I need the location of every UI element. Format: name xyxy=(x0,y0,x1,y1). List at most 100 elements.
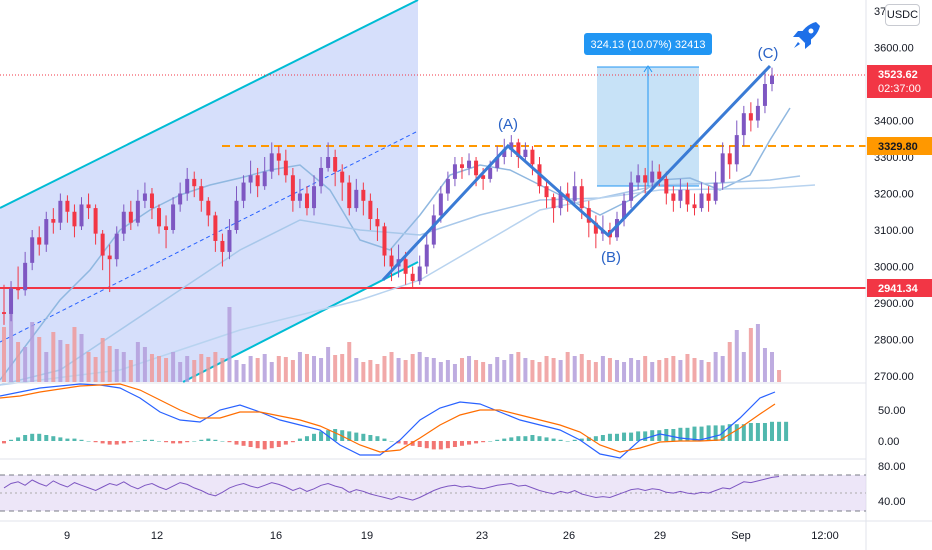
macd-histogram-bar xyxy=(283,441,288,445)
volume-bar xyxy=(23,347,28,382)
macd-histogram-bar xyxy=(185,441,190,443)
candle xyxy=(297,178,302,209)
macd-histogram-bar xyxy=(290,441,295,443)
volume-bar xyxy=(403,360,408,382)
volume-bar xyxy=(333,355,338,382)
candle xyxy=(192,171,197,198)
macd-histogram-bar xyxy=(333,429,338,441)
macd-histogram-bar xyxy=(262,441,267,450)
macd-histogram-bar xyxy=(368,435,373,441)
macd-histogram-bar xyxy=(171,441,176,444)
volume-bar xyxy=(297,352,302,382)
candle xyxy=(650,160,655,190)
volume-bar xyxy=(340,354,345,382)
candle xyxy=(748,102,753,132)
candle xyxy=(72,204,77,238)
volume-bar xyxy=(142,347,147,382)
rsi-axis: 80.00 40.00 xyxy=(878,461,906,508)
macd-histogram-bar xyxy=(114,441,119,445)
volume-bar xyxy=(424,357,429,382)
macd-histogram-bar xyxy=(269,441,274,449)
moving-average-long xyxy=(0,184,816,386)
candle xyxy=(164,215,169,249)
macd-line xyxy=(0,383,776,459)
volume-bar xyxy=(312,356,317,382)
macd-histogram-bar xyxy=(347,431,352,441)
candle xyxy=(185,167,190,201)
candle xyxy=(65,195,70,223)
candle xyxy=(692,193,697,216)
time-tick-label: 29 xyxy=(654,530,666,542)
candle xyxy=(410,266,415,289)
parallel-channel xyxy=(0,0,418,382)
rocket-icon xyxy=(793,22,820,49)
macd-histogram-bar xyxy=(558,439,563,441)
macd-histogram-bar xyxy=(220,441,225,442)
macd-histogram-bar xyxy=(276,441,281,447)
candle xyxy=(643,167,648,194)
symbol-badge[interactable]: USDC xyxy=(885,4,920,26)
candle xyxy=(340,164,345,201)
current-price-tag xyxy=(867,65,932,98)
time-tick-label: 19 xyxy=(361,530,373,542)
volume-bar xyxy=(192,360,197,382)
volume-bar xyxy=(100,338,105,382)
candle xyxy=(262,157,267,190)
macd-histogram-bar xyxy=(192,441,197,442)
volume-bar xyxy=(452,364,457,382)
macd-histogram-bar xyxy=(579,438,584,441)
volume-bar xyxy=(530,360,535,382)
macd-histogram-bar xyxy=(572,439,577,441)
candle xyxy=(23,251,28,296)
volume-bar xyxy=(692,358,697,382)
volume-bar xyxy=(262,354,267,382)
macd-histogram-bar xyxy=(51,436,56,441)
candle xyxy=(326,142,331,172)
volume-bar xyxy=(495,357,500,382)
measure-label-box xyxy=(584,33,712,55)
volume-bar xyxy=(361,362,366,382)
candle xyxy=(452,157,457,187)
channel-median-line xyxy=(0,130,419,343)
macd-histogram-bar xyxy=(671,429,676,441)
rsi-line xyxy=(3,476,780,501)
candle xyxy=(142,182,147,209)
volume-bar xyxy=(149,354,154,382)
candle xyxy=(572,171,577,205)
macd-histogram-bar xyxy=(438,441,443,450)
candle xyxy=(16,266,21,300)
volume-bar xyxy=(234,360,239,382)
macd-histogram-bar xyxy=(227,441,232,443)
volume-bar xyxy=(2,327,6,382)
macd-histogram-bar xyxy=(551,438,556,441)
candle xyxy=(509,135,514,157)
macd-histogram-bar xyxy=(58,437,63,441)
macd-histogram-bar xyxy=(178,441,183,444)
candle xyxy=(283,149,288,183)
volume-bar xyxy=(382,356,387,382)
candle xyxy=(149,188,154,220)
macd-histogram-bar xyxy=(544,437,549,441)
macd-histogram-bar xyxy=(361,433,366,441)
macd-histogram-bar xyxy=(657,430,662,441)
volume-bar xyxy=(354,358,359,382)
candle xyxy=(741,105,746,147)
volume-bar xyxy=(770,352,774,382)
candle xyxy=(706,186,711,212)
candle xyxy=(37,226,42,256)
candle xyxy=(389,248,394,282)
time-tick-label: 9 xyxy=(64,530,70,542)
macd-histogram-bar xyxy=(565,441,570,442)
price-tick-label: 2800.00 xyxy=(874,335,914,347)
time-tick-label: Sep xyxy=(731,530,751,542)
current-price-value: 3523.62 xyxy=(878,69,918,81)
macd-histogram-bar xyxy=(727,424,732,441)
support-price-value: 2941.34 xyxy=(878,283,919,295)
price-tick-label: 3100.00 xyxy=(874,225,914,237)
macd-histogram-bar xyxy=(685,427,690,441)
volume-bar xyxy=(445,360,450,382)
volume-bar xyxy=(276,356,281,382)
volume-bar xyxy=(572,356,577,382)
candle xyxy=(276,146,281,176)
